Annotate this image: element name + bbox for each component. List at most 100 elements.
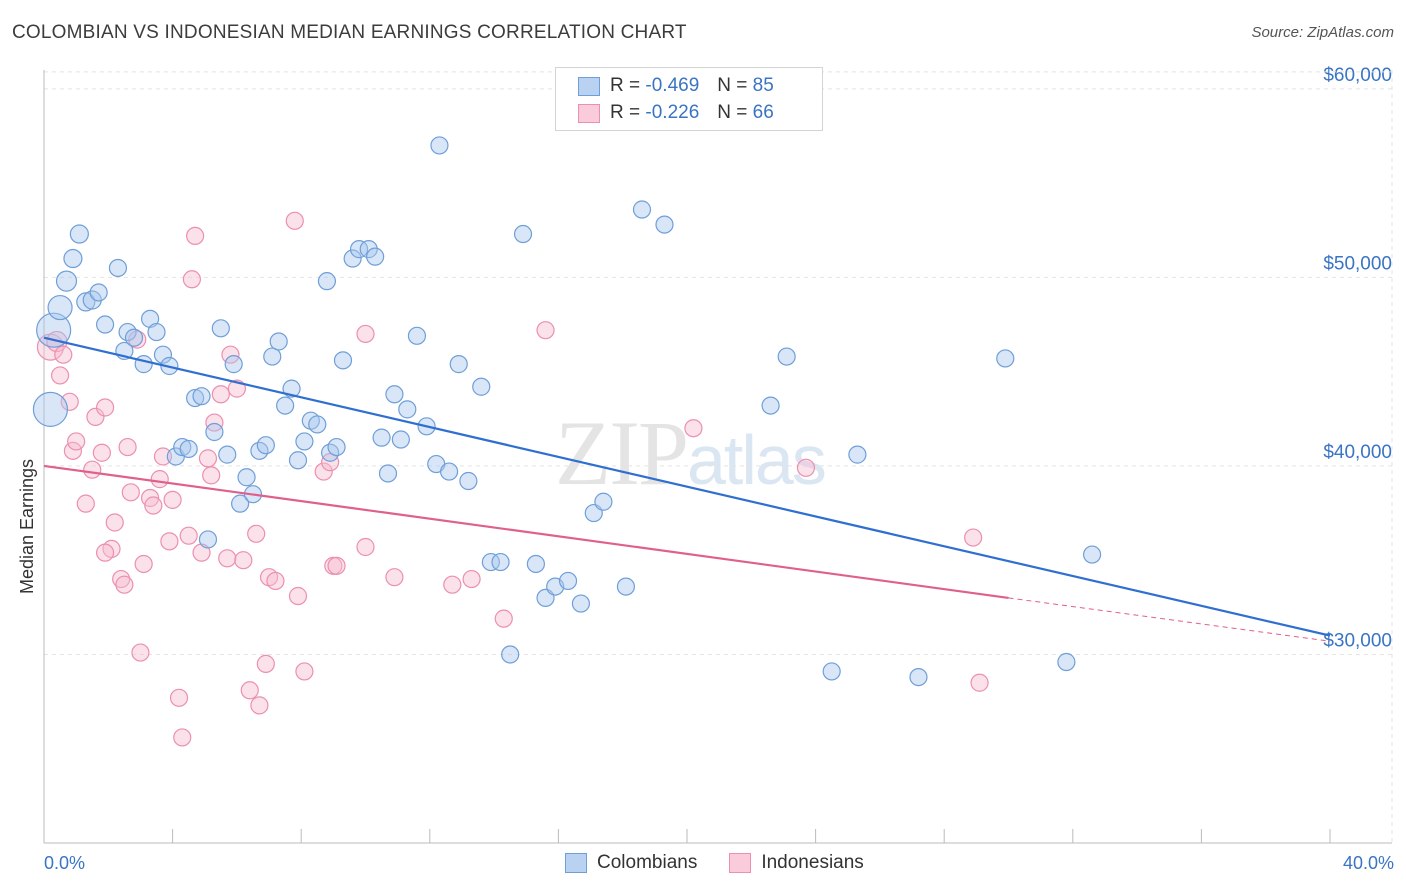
colombian-point — [571, 594, 591, 613]
colombian-point — [32, 391, 69, 427]
colombians-trend-line — [43, 336, 1331, 637]
r-label: R = — [610, 75, 641, 96]
colombian-point — [349, 240, 369, 259]
colombian-point — [179, 439, 198, 459]
colombian-point — [218, 445, 237, 464]
indonesians-legend-swatch — [729, 853, 752, 873]
colombian-point — [359, 240, 378, 259]
indonesian-point — [205, 413, 224, 432]
colombian-point — [655, 215, 674, 234]
colombian-point — [153, 345, 173, 364]
colombian-point — [491, 552, 510, 572]
colombian-point — [95, 315, 115, 334]
indonesian-point — [60, 392, 79, 411]
indonesian-point — [494, 609, 513, 628]
colombian-point — [777, 347, 796, 366]
indonesian-point — [385, 568, 404, 587]
indonesian-point — [266, 571, 285, 591]
indonesian-point — [131, 643, 150, 662]
colombians-legend-label: Colombians — [597, 852, 698, 873]
indonesian-point — [83, 460, 102, 479]
indonesian-point — [218, 549, 237, 568]
indonesian-point — [153, 447, 173, 466]
colombian-point — [459, 471, 478, 491]
indonesian-point — [321, 453, 340, 472]
colombian-point — [391, 430, 410, 449]
watermark-zip: ZIP — [555, 402, 689, 504]
colombian-point — [372, 428, 391, 447]
colombians-swatch — [578, 76, 600, 96]
indonesian-point — [285, 211, 304, 230]
indonesian-point — [970, 673, 989, 692]
colombian-point — [761, 396, 780, 415]
indonesians-trend-line — [43, 464, 1009, 599]
n-label: N = — [717, 75, 748, 96]
colombian-point — [192, 387, 211, 406]
indonesian-point — [134, 554, 153, 574]
indonesian-point — [112, 569, 131, 589]
indonesians-legend-label: Indonesians — [761, 852, 864, 873]
colombian-point — [89, 283, 108, 302]
legend-item-colombians: Colombians — [565, 852, 697, 874]
indonesian-point — [182, 270, 201, 289]
colombian-point — [366, 247, 385, 266]
indonesian-point — [115, 575, 134, 594]
indonesian-point — [121, 483, 140, 502]
colombian-point — [147, 322, 166, 342]
colombian-point — [63, 248, 83, 269]
colombian-point — [295, 432, 314, 451]
colombian-point — [1057, 652, 1076, 672]
indonesian-point — [163, 490, 182, 509]
indonesian-point — [160, 532, 179, 551]
colombian-point — [317, 272, 337, 291]
colombian-point — [198, 530, 218, 549]
indonesian-point — [198, 449, 218, 468]
indonesian-point — [105, 513, 124, 532]
indonesian-point — [250, 696, 269, 715]
indonesian-point — [256, 654, 275, 673]
colombian-point — [594, 492, 613, 511]
indonesians-n-value: 66 — [752, 102, 774, 123]
indonesian-point — [173, 728, 192, 747]
indonesian-point — [327, 556, 346, 575]
colombian-point — [558, 571, 578, 591]
colombians-n-value: 85 — [752, 75, 774, 96]
indonesians-trend-extension — [1008, 597, 1331, 642]
indonesian-point — [76, 494, 95, 513]
indonesian-point — [211, 385, 230, 404]
colombian-point — [385, 385, 404, 404]
indonesian-point — [118, 437, 137, 457]
colombian-point — [822, 662, 841, 681]
colombian-point — [256, 436, 275, 455]
colombian-point — [231, 494, 250, 513]
colombian-point — [632, 200, 652, 219]
colombian-point — [407, 326, 427, 345]
colombian-point — [237, 468, 256, 487]
colombian-point — [263, 347, 282, 366]
indonesian-point — [179, 526, 198, 545]
colombian-point — [224, 355, 243, 374]
indonesian-point — [50, 366, 70, 385]
indonesian-point — [356, 537, 375, 557]
colombian-point — [996, 349, 1015, 368]
indonesian-point — [144, 496, 163, 515]
colombian-point — [909, 667, 928, 687]
colombian-point — [211, 319, 230, 338]
colombian-point — [55, 270, 78, 292]
indonesian-point — [314, 462, 333, 481]
colombians-r-value: -0.469 — [645, 75, 700, 96]
y-tick-label: $50,000 — [1323, 253, 1392, 274]
colombian-point — [124, 328, 144, 347]
y-tick-label: $60,000 — [1323, 65, 1392, 86]
colombian-point — [513, 224, 533, 244]
legend-row-colombians: R = -0.469 N = 85 — [578, 74, 774, 98]
colombian-point — [47, 294, 73, 321]
y-tick-label: $30,000 — [1323, 630, 1392, 651]
source-label: Source: ZipAtlas.com — [1251, 24, 1394, 41]
colombian-point — [449, 355, 468, 374]
y-axis-label: Median Earnings — [17, 459, 37, 594]
r-label: R = — [610, 102, 641, 123]
colombian-point — [288, 451, 308, 470]
indonesian-point — [462, 569, 481, 589]
